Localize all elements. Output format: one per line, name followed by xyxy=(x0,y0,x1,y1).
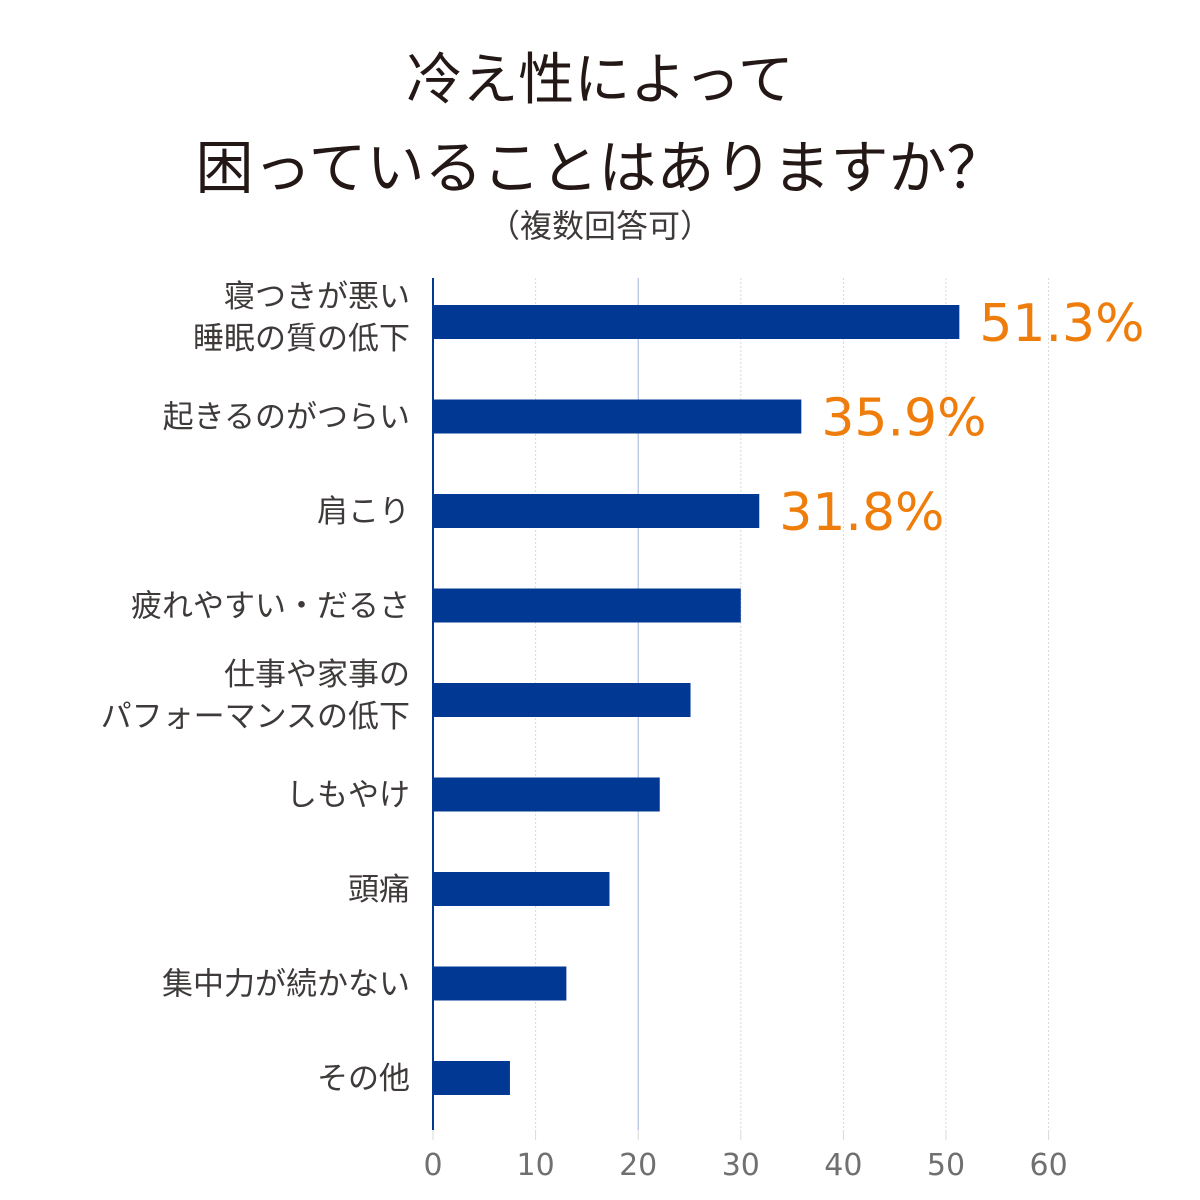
category-label: 起きるのがつらい xyxy=(163,400,410,436)
bar xyxy=(433,966,567,1001)
bar xyxy=(433,1061,510,1095)
x-tick-label: 20 xyxy=(619,1148,657,1183)
category-label: 集中力が続かない xyxy=(162,967,410,1003)
category-label: 睡眠の質の低下 xyxy=(193,321,410,357)
x-tick-label: 30 xyxy=(722,1148,760,1183)
category-label: その他 xyxy=(317,1061,410,1097)
category-label: パフォーマンスの低下 xyxy=(101,699,410,735)
x-tick-label: 10 xyxy=(517,1148,555,1183)
data-label: 31.8% xyxy=(779,483,944,543)
chart-title-line-2: 困っていることはありますか？ xyxy=(195,134,1005,202)
category-label: 疲れやすい・だるさ xyxy=(131,589,410,625)
bar xyxy=(433,588,741,623)
bar xyxy=(433,683,691,717)
data-label: 35.9% xyxy=(821,389,986,449)
bar xyxy=(433,399,802,434)
bar xyxy=(433,872,610,906)
x-tick-label: 40 xyxy=(824,1148,862,1183)
category-labels: 寝つきが悪い睡眠の質の低下起きるのがつらい肩こり疲れやすい・だるさ仕事や家事のパ… xyxy=(101,279,410,1097)
category-label: 肩こり xyxy=(317,494,410,530)
x-axis-ticks: 0 10 20 30 40 50 60 xyxy=(423,1130,1068,1183)
chart-title-line-1: 冷え性によって xyxy=(406,48,794,113)
bars xyxy=(433,305,960,1095)
x-tick-label: 60 xyxy=(1030,1148,1068,1183)
x-tick-label: 50 xyxy=(927,1148,965,1183)
data-label: 51.3% xyxy=(979,294,1144,354)
bar xyxy=(433,494,760,528)
bar xyxy=(433,777,660,812)
category-label: 寝つきが悪い xyxy=(224,279,410,315)
value-labels: 51.3% 35.9% 31.8% xyxy=(779,294,1144,543)
bar xyxy=(433,305,960,339)
category-label: 仕事や家事の xyxy=(224,657,410,693)
category-label: しもやけ xyxy=(286,778,410,814)
category-label: 頭痛 xyxy=(348,872,410,908)
chart-subtitle: （複数回答可） xyxy=(487,207,712,245)
x-tick-label: 0 xyxy=(423,1148,442,1183)
